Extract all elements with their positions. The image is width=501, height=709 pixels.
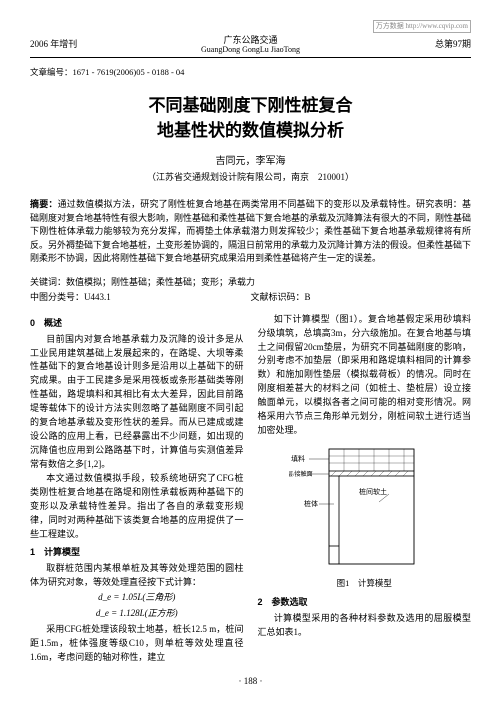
source-watermark: 万方数据 http://www.cqvip.com [373, 20, 471, 33]
figure-1-caption: 图1 计算模型 [289, 577, 439, 590]
section-1-heading: 1 计算模型 [30, 546, 244, 560]
running-header: 2006 年增刊 广东公路交通 GuangDong GongLu JiaoTon… [30, 35, 471, 58]
doc-code-row: 文献标识码：B [251, 291, 472, 305]
paragraph: 计算模型采用的各种材料参数及选用的屈服模型汇总如表1。 [258, 612, 472, 640]
journal-name-cn: 广东公路交通 [140, 35, 361, 46]
clc-label: 中图分类号： [30, 292, 84, 302]
paragraph: 目前国内对复合地基承载力及沉降的设计多是从工业民用建筑基础上发展起来的，在路堤、… [30, 333, 244, 472]
fig-label-fill: 填料 [291, 454, 305, 463]
abstract-label: 摘要： [30, 199, 58, 209]
issue-number: 总第97期 [361, 38, 471, 52]
doc-code: B [305, 292, 311, 302]
clc: U443.1 [84, 292, 111, 302]
keywords: 数值模拟；刚性基础；柔性基础；变形；承载力 [66, 277, 255, 287]
section-2-heading: 2 参数选取 [258, 596, 472, 610]
model-diagram-svg: 填料 垫层/接触面 桩体 桩间软土 [289, 444, 439, 574]
right-column: 如下计算模型（图1）。复合地基假定采用砂填料分级填筑，总填高3m，分六级施加。在… [258, 313, 472, 666]
clc-row: 中图分类号：U443.1 [30, 291, 251, 305]
formula-2: d_e = 1.128L(正方形) [30, 607, 244, 621]
figure-1: 填料 垫层/接触面 桩体 桩间软土 图1 计算模型 [289, 444, 439, 590]
paragraph: 采用CFG桩处理该段软土地基，桩长12.5 m，桩间距1.5m，桩体强度等级C1… [30, 623, 244, 665]
keywords-row: 关键词：数值模拟；刚性基础；柔性基础；变形；承载力 [30, 276, 471, 290]
authors: 吉同元，李军海 [30, 154, 471, 169]
affiliation: （江苏省交通规划设计院有限公司，南京 210001） [30, 171, 471, 185]
paragraph: 如下计算模型（图1）。复合地基假定采用砂填料分级填筑，总填高3m，分六级施加。在… [258, 313, 472, 438]
journal-name-pinyin: GuangDong GongLu JiaoTong [140, 45, 361, 55]
doc-code-label: 文献标识码： [251, 292, 305, 302]
title-line1: 不同基础刚度下刚性桩复合 [149, 96, 353, 115]
fig-label-pile: 桩体 [304, 499, 318, 508]
title-line2: 地基性状的数值模拟分析 [157, 121, 344, 140]
keywords-label: 关键词： [30, 277, 66, 287]
paragraph: 取群桩范围内某根单桩及其等效处理范围的圆柱体为研究对象，等效处理直径按下式计算： [30, 562, 244, 590]
fig-label-soft: 桩间软土 [359, 487, 387, 496]
page-number: · 188 · [30, 675, 471, 689]
abstract-text: 通过数值模拟方法，研究了刚性桩复合地基在两类常用不同基础下的变形以及承载特性。研… [30, 199, 471, 263]
issue-year: 2006 年增刊 [30, 38, 140, 52]
article-title: 不同基础刚度下刚性桩复合 地基性状的数值模拟分析 [30, 93, 471, 144]
left-column: 0 概述 目前国内对复合地基承载力及沉降的设计多是从工业民用建筑基础上发展起来的… [30, 313, 244, 666]
paragraph: 本文通过数值模拟手段，较系统地研究了CFG桩类刚性桩复合地基在路堤和刚性承载板两… [30, 472, 244, 542]
fig-label-cushion: 垫层/接触面 [289, 470, 313, 478]
abstract: 摘要：通过数值模拟方法，研究了刚性桩复合地基在两类常用不同基础下的变形以及承载特… [30, 198, 471, 266]
article-id: 文章编号：1671 - 7619(2006)05 - 0188 - 04 [30, 66, 471, 79]
formula-1: d_e = 1.05L(三角形) [30, 591, 244, 605]
section-0-heading: 0 概述 [30, 317, 244, 331]
